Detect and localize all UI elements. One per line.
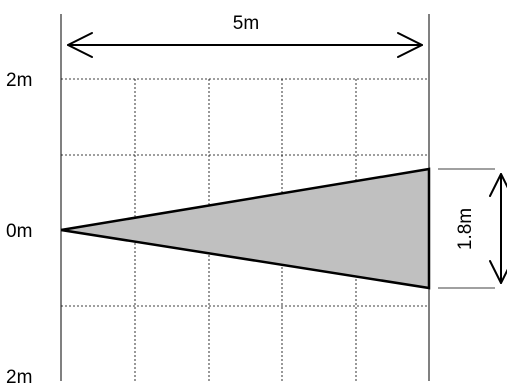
height-dimension-arrow — [489, 173, 507, 284]
y-label-mid: 0m — [6, 221, 32, 242]
y-label-bottom: 2m — [6, 367, 32, 385]
width-dimension-arrow — [67, 32, 423, 58]
coverage-wedge — [60, 167, 431, 290]
height-dimension-label: 1.8m — [455, 208, 476, 250]
y-label-top: 2m — [6, 70, 32, 91]
width-dimension-label: 5m — [233, 13, 259, 34]
